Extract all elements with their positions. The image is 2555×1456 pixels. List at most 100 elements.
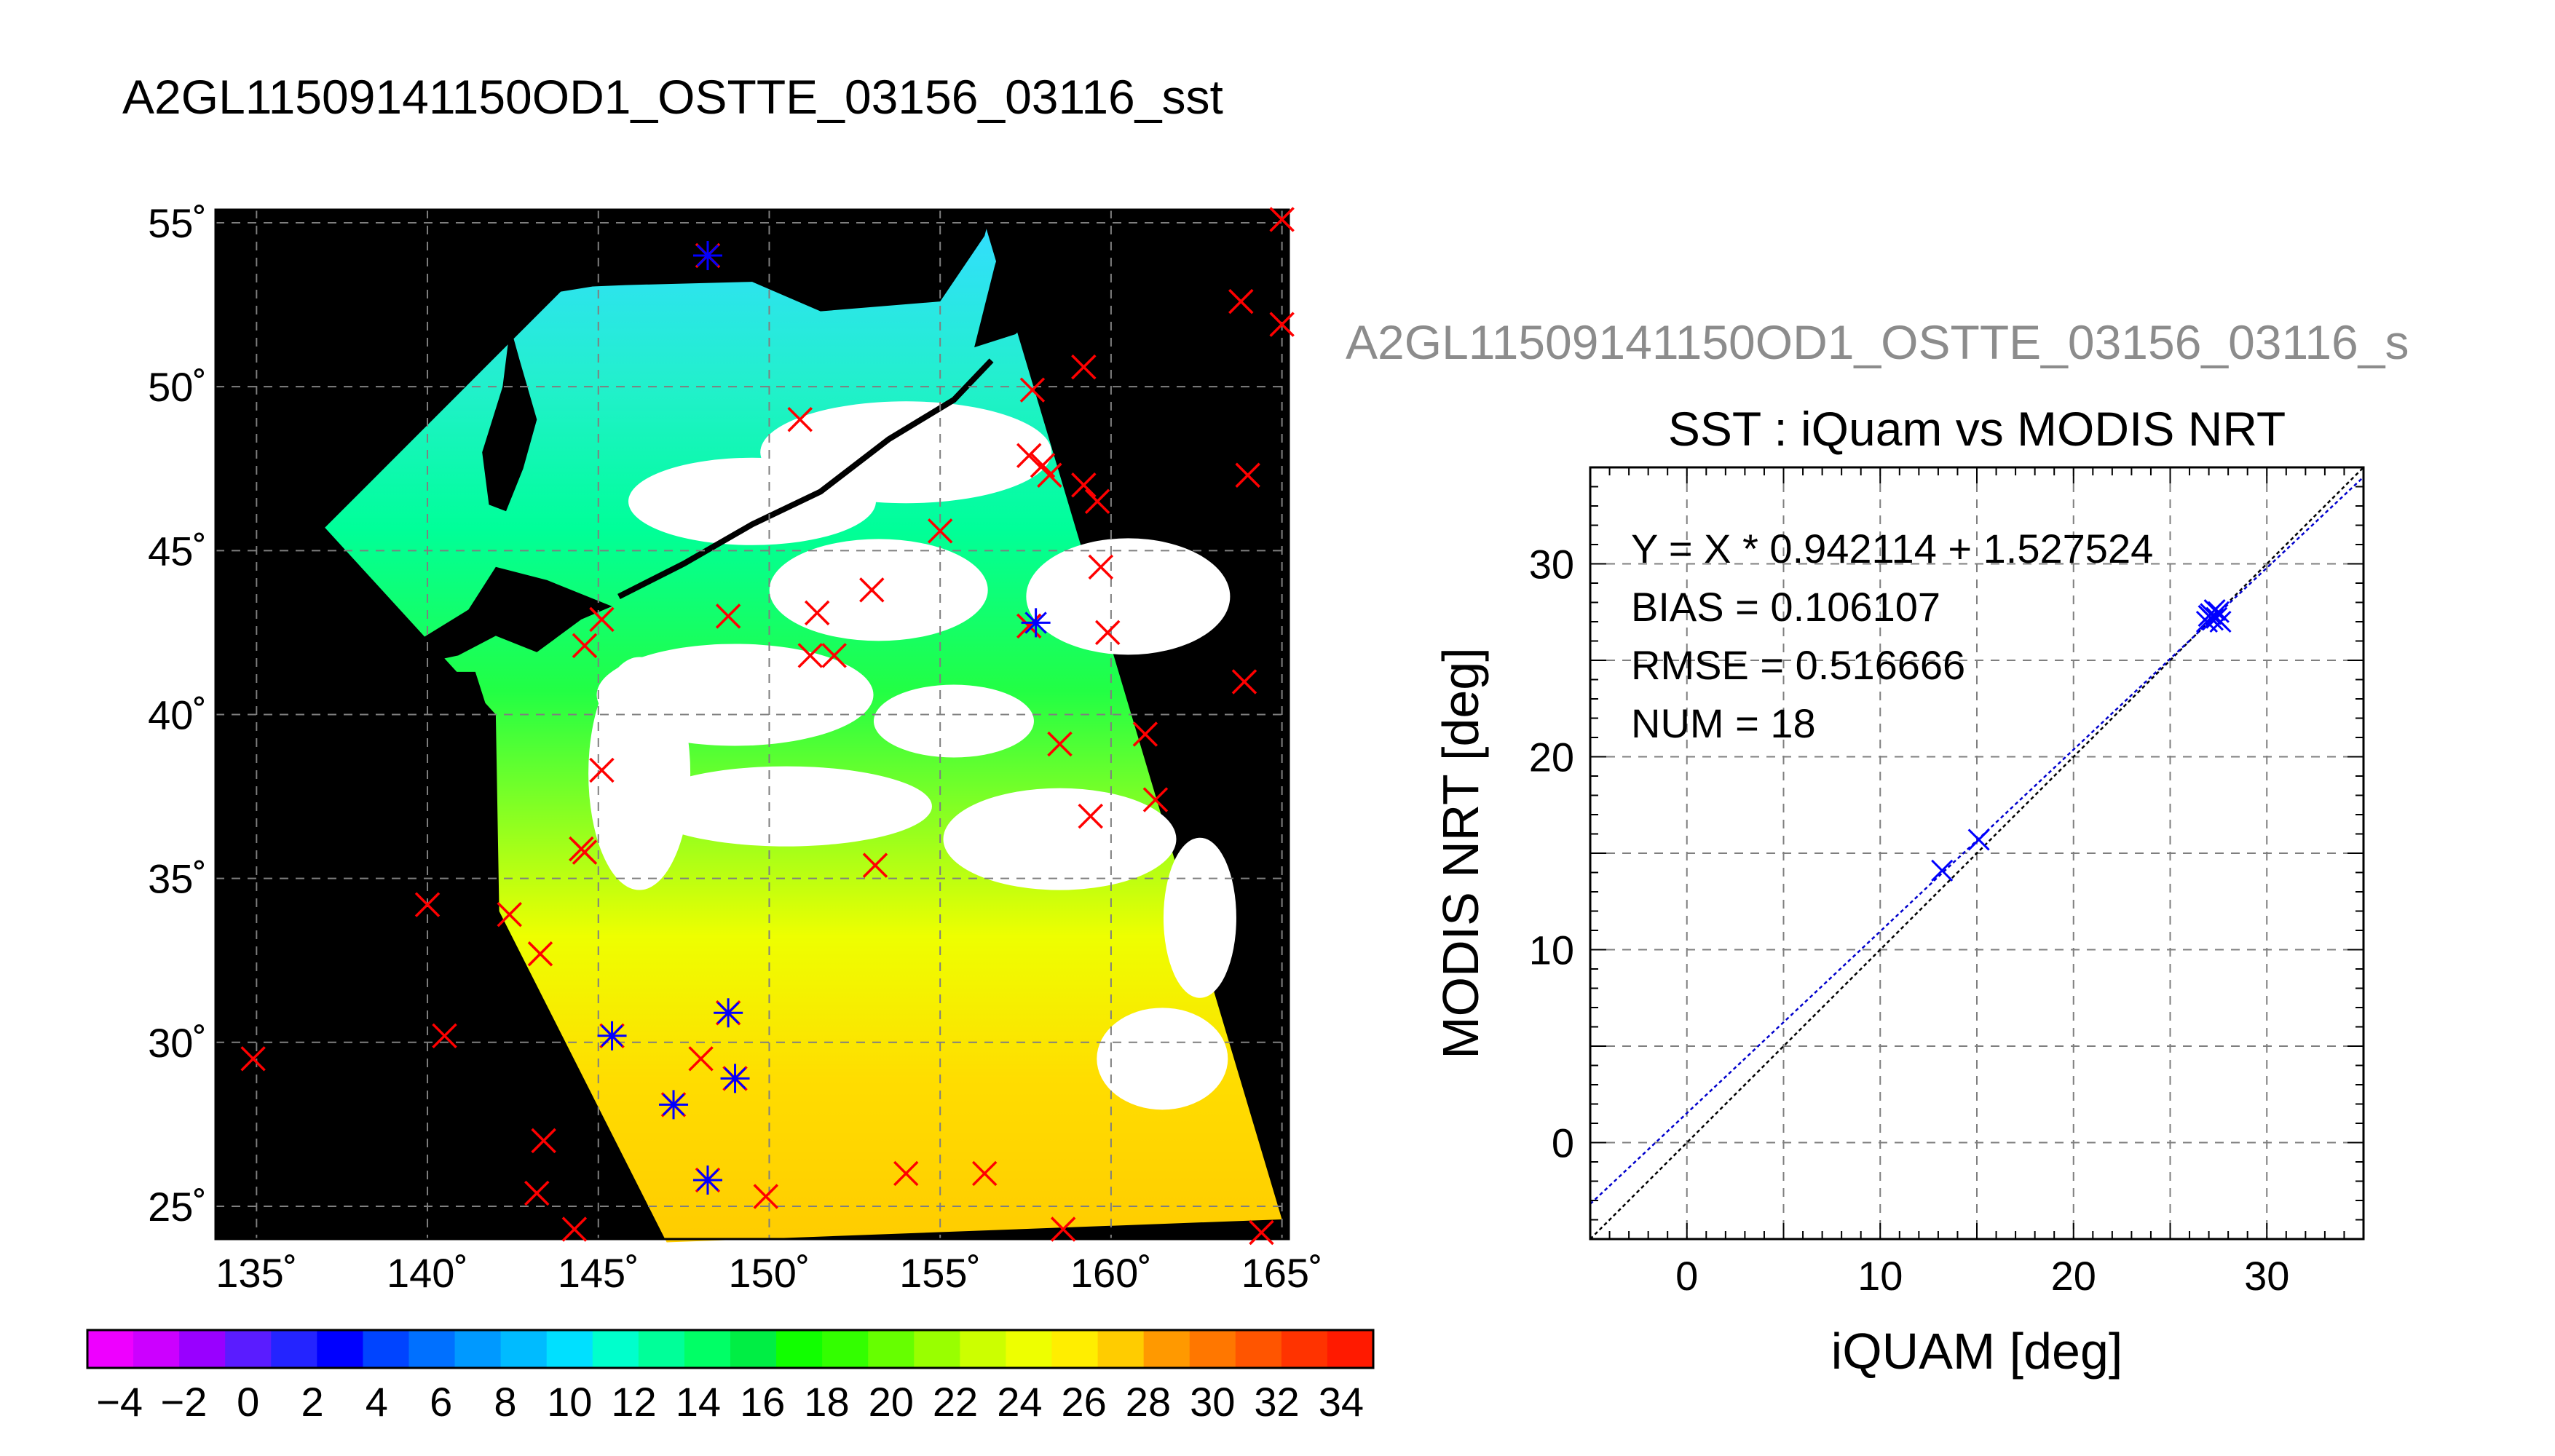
iquam-buoy-marker-stroke-b [715, 604, 741, 629]
matchup-marker-ray [716, 1002, 740, 1024]
colorbar-tick-label: 34 [1319, 1379, 1364, 1425]
cloud-mask [640, 766, 932, 847]
scatter-point [2209, 610, 2232, 633]
iquam-buoy-marker [1084, 488, 1110, 515]
stats-annotation: Y = X * 0.942114 + 1.527524 [1631, 526, 2153, 571]
iquam-buoy-marker [527, 941, 553, 967]
iquam-buoy-marker-stroke-b [527, 941, 553, 967]
iquam-buoy-marker [688, 1046, 714, 1072]
iquam-buoy-marker [715, 604, 741, 629]
colorbar-tick-label: 20 [869, 1379, 914, 1425]
scatter-file-header: A2GL11509141150OD1_OSTTE_03156_03116_s [1346, 315, 2409, 369]
iquam-buoy-marker-stroke-b [1078, 803, 1103, 829]
scatter-y-tick-label: 20 [1529, 735, 1574, 780]
scatter-y-axis-label: MODIS NRT [deg] [1432, 647, 1489, 1059]
iquam-buoy-marker [414, 892, 441, 917]
matchup-marker [714, 998, 743, 1028]
cloud-mask [1097, 1008, 1228, 1110]
cloud-mask [943, 788, 1177, 890]
colorbar-tick-label: 14 [676, 1379, 721, 1425]
colorbar-segment [133, 1330, 180, 1368]
scatter-title: SST : iQuam vs MODIS NRT [1668, 402, 2286, 456]
cloud-mask [778, 415, 910, 503]
iquam-buoy-marker-stroke-b [561, 1216, 588, 1242]
iquam-buoy-marker-stroke-b [240, 1046, 266, 1072]
matchup-marker [720, 1064, 750, 1093]
iquam-buoy-marker-stroke-b [1019, 377, 1046, 403]
iquam-buoy-marker [589, 757, 615, 783]
colorbar-segment [87, 1330, 134, 1368]
iquam-buoy-marker-stroke-b [1071, 354, 1097, 380]
matchup-marker-ray [662, 1093, 685, 1116]
cloud-mask [769, 539, 988, 641]
iquam-buoy-marker-stroke-b [1269, 312, 1295, 337]
iquam-buoy-marker [1088, 554, 1114, 580]
scatter-point-stroke-b [1967, 828, 1990, 851]
iquam-buoy-marker-stroke-b [569, 836, 594, 862]
map-lat-tick-label: 25˚ [148, 1184, 207, 1230]
colorbar-segment [317, 1330, 364, 1368]
colorbar-tick-label: 6 [430, 1379, 452, 1425]
land-mass [420, 566, 612, 662]
scatter-y-tick-label: 10 [1529, 927, 1574, 973]
iquam-buoy-marker [862, 852, 888, 878]
iquam-buoy-marker [561, 1216, 588, 1242]
iquam-buoy-marker-stroke-b [524, 1180, 550, 1206]
map-lat-tick-label: 50˚ [148, 364, 207, 410]
scatter-frame [1589, 466, 2365, 1241]
iquam-buoy-marker-stroke-b [804, 600, 830, 626]
scatter-x-axis-label: iQUAM [deg] [1831, 1323, 2123, 1380]
matchup-marker-ray [696, 1168, 719, 1192]
scatter-y-tick-label: 30 [1529, 542, 1574, 587]
matchup-marker [692, 1165, 722, 1195]
iquam-buoy-marker-stroke-b [1047, 731, 1073, 757]
iquam-buoy-marker-stroke-b [753, 1184, 779, 1209]
iquam-buoy-marker [893, 1160, 919, 1187]
stats-annotation: RMSE = 0.516666 [1631, 642, 1965, 688]
iquam-buoy-marker [821, 643, 847, 668]
colorbar-segment [638, 1330, 685, 1368]
iquam-buoy-marker [531, 1128, 556, 1154]
map-lon-tick-label: 145˚ [558, 1250, 639, 1296]
map-lon-tick-label: 150˚ [728, 1250, 810, 1296]
iquam-buoy-marker-stroke-b [1269, 207, 1295, 232]
iquam-buoy-marker-stroke-b [497, 901, 522, 927]
matchup-marker-ray [696, 244, 719, 267]
scatter-plot: SST : iQuam vs MODIS NRT 0 10 20 30 0 10 20 30 Y … [1432, 402, 2365, 1380]
scatter-point [1931, 859, 1954, 882]
colorbar-segment [408, 1330, 456, 1368]
iquam-buoy-marker-stroke-b [1142, 787, 1169, 812]
iquam-buoy-marker [1269, 312, 1295, 337]
land-mass [472, 269, 537, 512]
map-lon-tick-label: 155˚ [899, 1250, 981, 1296]
iquam-buoy-marker-stroke-b [821, 643, 847, 668]
scatter-x-tick-label: 30 [2244, 1253, 2289, 1299]
sst-colorbar: −4 −2 0 2 4 6 8 10 12 14 16 18 20 22 24 26 28 30 32 34 [86, 1329, 1375, 1425]
iquam-buoy-marker [971, 1160, 998, 1187]
cloud-mask [588, 657, 691, 890]
iquam-buoy-marker-stroke-b [862, 852, 888, 878]
colorbar-segment [363, 1330, 410, 1368]
matchup-marker-ray [1024, 612, 1047, 634]
colorbar-segment [1006, 1330, 1053, 1368]
map-lat-tick-label: 45˚ [148, 528, 207, 574]
iquam-buoy-marker-stroke-b [1071, 472, 1097, 498]
scatter-x-tick-label: 0 [1675, 1253, 1698, 1299]
matchup-marker [659, 1090, 689, 1120]
iquam-buoy-marker-stroke-b [1050, 1216, 1076, 1242]
colorbar-segment [776, 1330, 823, 1368]
colorbar-segment [1143, 1330, 1190, 1368]
colorbar-tick-label: 26 [1062, 1379, 1107, 1425]
kuril-islands [617, 358, 994, 599]
colorbar-tick-label: 10 [547, 1379, 592, 1425]
scatter-x-tick-label: 20 [2051, 1253, 2096, 1299]
colorbar-tick-label: −2 [161, 1379, 208, 1425]
colorbar-tick-label: 22 [933, 1379, 978, 1425]
cloud-mask [1163, 837, 1236, 998]
map-lat-tick-label: 35˚ [148, 856, 207, 902]
map-lon-tick-label: 160˚ [1070, 1250, 1152, 1296]
iquam-buoy-marker [804, 600, 830, 626]
iquam-buoy-marker-stroke-b [1235, 462, 1260, 488]
iquam-buoy-marker-stroke-b [893, 1160, 919, 1187]
colorbar-segment [684, 1330, 731, 1368]
